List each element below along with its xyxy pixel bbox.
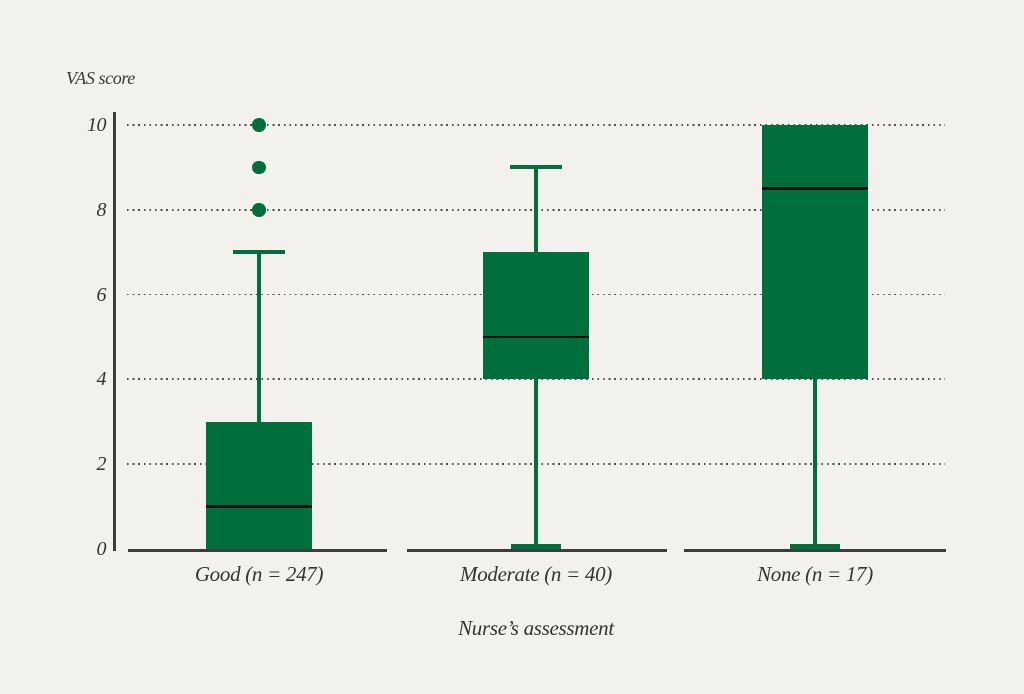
x-axis-title: Nurse’s assessment: [458, 616, 614, 640]
upper-whisker-stem-good: [257, 252, 261, 422]
x-category-label-none: None (n = 17): [757, 562, 873, 586]
y-tick-label-2: 2: [96, 453, 107, 476]
outlier-dot-good-9: [252, 160, 266, 175]
y-tick-label-4: 4: [96, 368, 107, 391]
upper-whisker-cap-moderate: [510, 165, 562, 170]
outlier-dot-good-10: [252, 118, 266, 132]
x-category-label-good: Good (n = 247): [194, 562, 324, 586]
y-tick-label-0: 0: [96, 538, 107, 560]
lower-whisker-cap-moderate: [511, 543, 561, 550]
y-tick-label-10: 10: [87, 114, 107, 136]
lower-whisker-stem-none: [813, 379, 817, 549]
y-axis-line: [113, 112, 116, 551]
upper-whisker-cap-good: [233, 250, 285, 255]
x-category-label-moderate: Moderate (n = 40): [460, 562, 612, 586]
x-axis-baseline-2: [407, 549, 667, 552]
median-line-none: [762, 187, 868, 190]
y-tick-label-8: 8: [96, 198, 107, 221]
outlier-dot-good-8: [252, 203, 266, 217]
y-tick-label-6: 6: [96, 283, 107, 306]
gridline-10: [127, 124, 945, 126]
box-moderate: [483, 252, 589, 380]
median-line-good: [206, 505, 312, 508]
x-axis-baseline-1: [128, 549, 387, 552]
y-axis-title: VAS score: [66, 68, 135, 88]
lower-whisker-cap-none: [790, 543, 840, 550]
box-good: [206, 421, 312, 549]
box-none: [762, 125, 868, 380]
upper-whisker-stem-moderate: [534, 167, 538, 253]
lower-whisker-stem-moderate: [534, 379, 538, 549]
median-line-moderate: [483, 335, 589, 339]
x-axis-baseline-3: [684, 549, 946, 552]
